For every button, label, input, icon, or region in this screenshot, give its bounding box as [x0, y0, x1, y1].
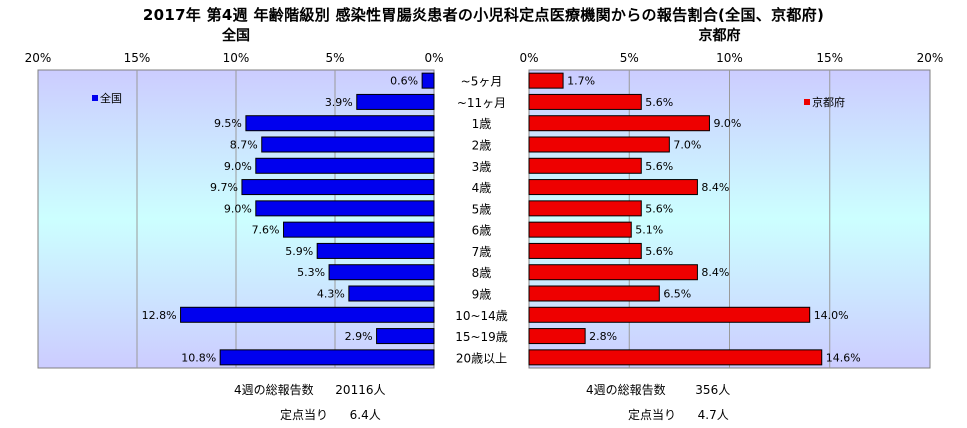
right-tick-label: 15%: [816, 51, 843, 65]
right-tick-label: 0%: [519, 51, 538, 65]
left-bar: [376, 328, 435, 345]
left-value-label: 5.3%: [297, 266, 325, 279]
chart-title: 2017年 第4週 年齢階級別 感染性胃腸炎患者の小児科定点医療機関からの報告割…: [142, 6, 825, 24]
right-value-label: 8.4%: [701, 181, 729, 194]
left-value-label: 0.6%: [390, 75, 418, 88]
right-total-label: 4週の総報告数: [586, 383, 666, 397]
right-bar: [528, 115, 710, 132]
left-bar: [255, 157, 435, 174]
left-value-label: 9.0%: [224, 202, 252, 215]
right-tick-label: 20%: [917, 51, 944, 65]
right-legend-label: 京都府: [812, 95, 845, 109]
category-label: 5歳: [472, 202, 492, 216]
right-value-label: 8.4%: [701, 266, 729, 279]
left-bar: [261, 136, 435, 153]
category-label: 2歳: [472, 139, 492, 153]
left-tick-label: 5%: [325, 51, 344, 65]
left-value-label: 3.9%: [325, 96, 353, 109]
right-bar: [528, 285, 660, 302]
right-per-value: 4.7人: [697, 408, 729, 422]
right-per-label: 定点当り: [628, 408, 677, 422]
right-bar: [528, 221, 632, 238]
left-bar: [255, 200, 435, 217]
left-legend-swatch: [92, 95, 98, 101]
left-value-label: 2.9%: [345, 330, 373, 343]
category-label: ~11ヶ月: [457, 96, 506, 110]
right-value-label: 14.0%: [814, 309, 849, 322]
right-bar: [528, 306, 811, 323]
left-total-value: 20116人: [335, 383, 386, 397]
left-bar: [348, 285, 435, 302]
left-per-value: 6.4人: [349, 408, 381, 422]
right-value-label: 5.6%: [645, 96, 673, 109]
left-value-label: 4.3%: [317, 288, 345, 301]
right-value-label: 1.7%: [567, 75, 595, 88]
right-panel-title: 京都府: [699, 27, 741, 44]
left-legend-label: 全国: [100, 91, 122, 105]
left-value-label: 9.5%: [214, 117, 242, 130]
right-value-label: 7.0%: [673, 139, 701, 152]
right-bar: [528, 157, 642, 174]
right-bar: [528, 349, 823, 366]
right-bar: [528, 328, 586, 345]
right-bar: [528, 242, 642, 259]
category-label: 6歳: [472, 224, 492, 238]
right-value-label: 9.0%: [713, 117, 741, 130]
category-label: 15~19歳: [455, 330, 508, 344]
right-tick-label: 5%: [620, 51, 639, 65]
category-label: 8歳: [472, 266, 492, 280]
right-bar: [528, 93, 642, 110]
right-bar: [528, 200, 642, 217]
left-tick-label: 0%: [424, 51, 443, 65]
left-bar: [180, 306, 435, 323]
left-bar: [356, 93, 435, 110]
right-bar: [528, 72, 564, 89]
right-value-label: 5.6%: [645, 245, 673, 258]
left-tick-label: 15%: [124, 51, 151, 65]
left-value-label: 5.9%: [285, 245, 313, 258]
right-tick-label: 10%: [716, 51, 743, 65]
right-value-label: 2.8%: [589, 330, 617, 343]
right-value-label: 5.6%: [645, 160, 673, 173]
left-bar: [219, 349, 435, 366]
category-label: 1歳: [472, 117, 492, 131]
left-bar: [241, 179, 435, 196]
category-label: 9歳: [472, 288, 492, 302]
right-bar: [528, 264, 698, 281]
left-bar: [245, 115, 435, 132]
right-value-label: 5.1%: [635, 224, 663, 237]
left-value-label: 7.6%: [252, 224, 280, 237]
left-tick-label: 10%: [223, 51, 250, 65]
right-bar: [528, 136, 670, 153]
left-value-label: 10.8%: [181, 351, 216, 364]
left-bar: [316, 242, 435, 259]
left-bar: [328, 264, 435, 281]
left-bar: [283, 221, 435, 238]
left-tick-label: 20%: [25, 51, 52, 65]
category-label: 4歳: [472, 181, 492, 195]
left-per-label: 定点当り: [280, 408, 329, 422]
category-label: ~5ヶ月: [461, 75, 503, 89]
left-value-label: 9.7%: [210, 181, 238, 194]
right-value-label: 14.6%: [826, 351, 861, 364]
left-panel-title: 全国: [221, 27, 250, 44]
right-value-label: 6.5%: [663, 288, 691, 301]
left-value-label: 12.8%: [142, 309, 177, 322]
left-value-label: 9.0%: [224, 160, 252, 173]
category-label: 3歳: [472, 160, 492, 174]
left-total-label: 4週の総報告数: [234, 383, 314, 397]
left-bar: [421, 72, 435, 89]
right-value-label: 5.6%: [645, 202, 673, 215]
right-legend-swatch: [804, 99, 810, 105]
right-bar: [528, 179, 698, 196]
category-label: 10~14歳: [455, 309, 508, 323]
left-value-label: 8.7%: [230, 139, 258, 152]
right-total-value: 356人: [695, 383, 731, 397]
category-label: 7歳: [472, 245, 492, 259]
category-label: 20歳以上: [456, 351, 507, 365]
